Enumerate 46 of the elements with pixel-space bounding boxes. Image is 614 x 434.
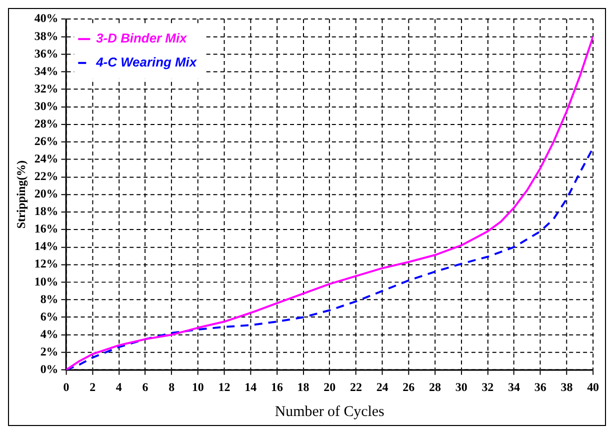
x-tick-label: 24 (376, 380, 388, 394)
x-tick-label: 8 (168, 380, 175, 394)
x-tick-label: 30 (455, 380, 468, 394)
y-tick-label: 26% (34, 134, 58, 148)
x-tick-label: 22 (350, 380, 362, 394)
x-axis-title: Number of Cycles (274, 404, 385, 420)
y-tick-label: 38% (34, 28, 58, 43)
x-tick-label: 20 (324, 380, 336, 394)
y-tick-label: 8% (40, 292, 58, 306)
y-tick-label: 32% (34, 81, 58, 96)
y-tick-label: 16% (34, 222, 58, 236)
x-tick-label: 2 (90, 380, 96, 394)
x-tick-label: 36 (534, 380, 546, 394)
y-tick-label: 22% (34, 169, 58, 184)
x-tick-label: 32 (482, 380, 494, 394)
y-tick-label: 4% (40, 326, 58, 341)
x-tick-label: 14 (244, 380, 257, 394)
x-tick-label: 16 (270, 380, 283, 394)
x-tick-label: 34 (508, 380, 520, 394)
x-tick-label: 10 (192, 380, 204, 394)
legend-label: 4-C Wearing Mix (95, 54, 198, 70)
legend-label: 3-D Binder Mix (96, 30, 188, 46)
y-tick-label: 6% (40, 309, 58, 324)
y-tick-label: 2% (40, 344, 58, 358)
x-tick-label: 18 (297, 380, 310, 394)
x-tick-label: 26 (402, 380, 415, 394)
y-axis-title: Stripping(%) (14, 160, 28, 229)
x-tick-label: 4 (116, 380, 122, 394)
y-tick-label: 28% (34, 116, 58, 130)
y-tick-label: 18% (34, 204, 58, 218)
y-tick-label: 0% (40, 362, 58, 376)
x-tick-label: 40 (587, 380, 600, 394)
x-tick-label: 0 (63, 380, 70, 394)
y-tick-label: 24% (34, 152, 58, 166)
y-tick-label: 30% (34, 98, 58, 113)
y-tick-label: 12% (34, 256, 58, 271)
y-tick-label: 20% (34, 186, 58, 201)
x-tick-label: 28 (429, 380, 441, 394)
y-tick-label: 36% (34, 46, 58, 60)
y-tick-label: 14% (34, 239, 58, 254)
x-tick-label: 6 (142, 380, 148, 394)
y-tick-label: 40% (34, 11, 58, 26)
y-tick-label: 34% (34, 64, 58, 78)
x-tick-label: 38 (560, 380, 573, 394)
y-tick-label: 10% (34, 274, 58, 288)
x-tick-label: 12 (218, 380, 230, 394)
